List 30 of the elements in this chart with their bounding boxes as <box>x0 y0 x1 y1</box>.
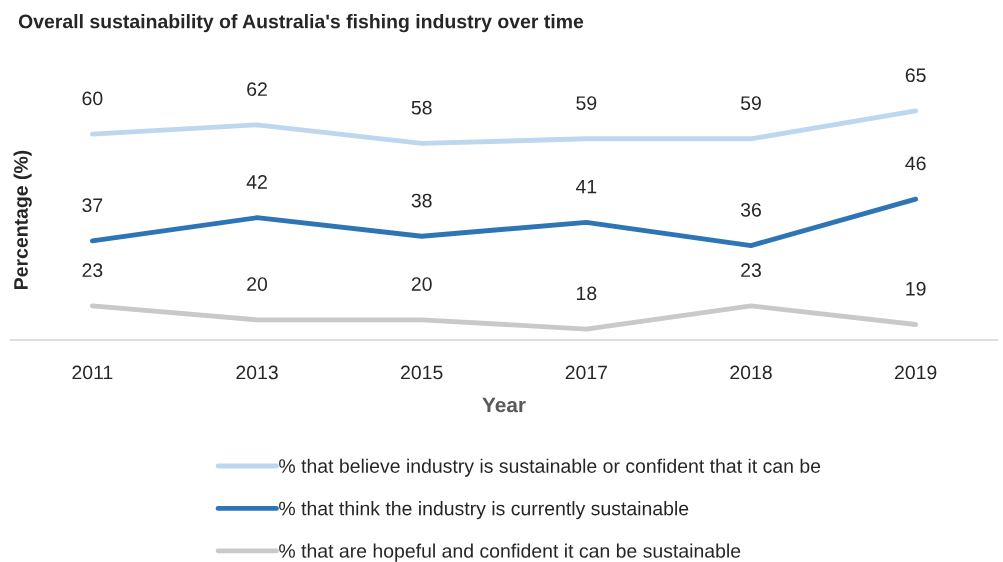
x-axis-title: Year <box>482 397 526 413</box>
data-label: 42 <box>246 175 267 189</box>
data-label: 65 <box>905 68 926 83</box>
x-tick-label: 2013 <box>236 365 278 380</box>
data-label: 58 <box>411 100 432 115</box>
x-tick-label: 2011 <box>72 365 113 380</box>
legend-label: % that think the industry is currently sustainable <box>279 501 689 520</box>
data-label: 23 <box>741 263 761 278</box>
x-tick-label: 2017 <box>565 365 607 380</box>
data-label: 41 <box>575 179 597 194</box>
data-label: 23 <box>82 263 103 278</box>
data-label: 19 <box>906 281 926 296</box>
data-label: 36 <box>740 202 761 217</box>
data-label: 59 <box>576 96 597 110</box>
data-label: 20 <box>411 277 432 291</box>
data-label: 46 <box>905 156 926 171</box>
x-tick-label: 2018 <box>730 365 772 380</box>
chart-title: Overall sustainability of Australia's fishing industry over time <box>18 14 584 33</box>
data-label: 37 <box>82 198 103 213</box>
data-label: 59 <box>740 96 761 110</box>
legend-label: % that believe industry is sustainable or confident that it can be <box>279 458 821 477</box>
x-tick-label: 2015 <box>401 365 443 380</box>
y-axis-title: Percentage (%) <box>13 150 32 289</box>
data-label: 20 <box>247 277 268 291</box>
x-tick-label: 2019 <box>895 365 937 380</box>
legend-label: % that are hopeful and confident it can be sustainable <box>279 543 741 562</box>
data-label: 18 <box>577 286 597 301</box>
data-label: 38 <box>411 193 432 208</box>
data-label: 60 <box>82 91 103 106</box>
data-label: 62 <box>247 82 267 97</box>
